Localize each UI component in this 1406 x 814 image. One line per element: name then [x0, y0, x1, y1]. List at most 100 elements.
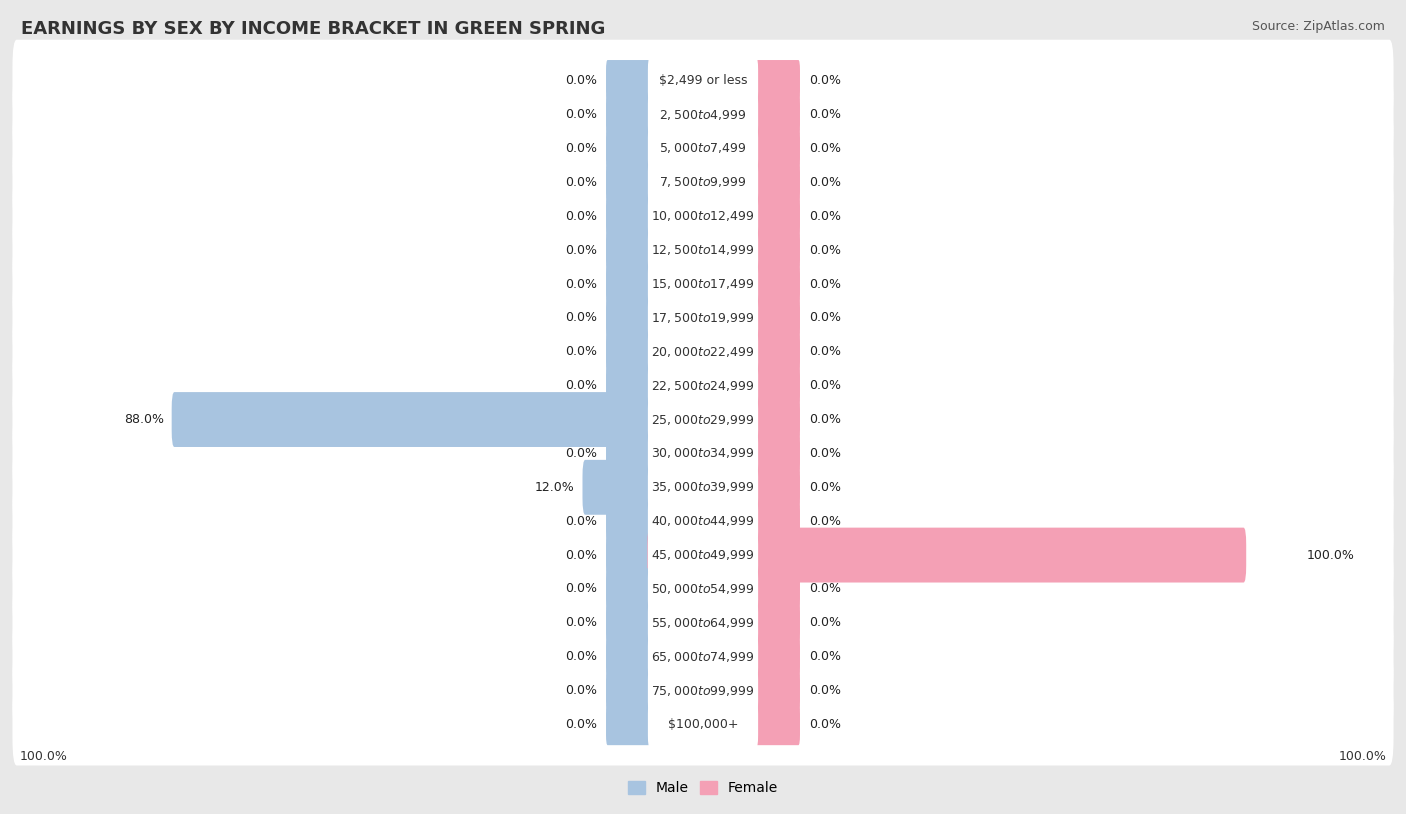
FancyBboxPatch shape	[755, 636, 800, 677]
FancyBboxPatch shape	[606, 704, 651, 745]
FancyBboxPatch shape	[606, 331, 651, 373]
FancyBboxPatch shape	[13, 379, 1393, 461]
FancyBboxPatch shape	[648, 294, 758, 342]
FancyBboxPatch shape	[755, 162, 800, 203]
FancyBboxPatch shape	[606, 195, 651, 237]
Text: 0.0%: 0.0%	[565, 379, 598, 392]
FancyBboxPatch shape	[755, 433, 800, 474]
FancyBboxPatch shape	[606, 670, 651, 711]
FancyBboxPatch shape	[755, 195, 800, 237]
FancyBboxPatch shape	[648, 565, 758, 613]
FancyBboxPatch shape	[755, 331, 800, 373]
FancyBboxPatch shape	[13, 413, 1393, 494]
FancyBboxPatch shape	[648, 158, 758, 207]
Text: 0.0%: 0.0%	[565, 74, 598, 87]
Text: 0.0%: 0.0%	[808, 481, 841, 494]
Text: 88.0%: 88.0%	[124, 413, 163, 426]
Text: 100.0%: 100.0%	[1308, 549, 1355, 562]
Text: $40,000 to $44,999: $40,000 to $44,999	[651, 514, 755, 528]
Text: $20,000 to $22,499: $20,000 to $22,499	[651, 345, 755, 359]
Text: 0.0%: 0.0%	[808, 345, 841, 358]
Text: $17,500 to $19,999: $17,500 to $19,999	[651, 311, 755, 325]
Text: 0.0%: 0.0%	[808, 74, 841, 87]
Text: $15,000 to $17,499: $15,000 to $17,499	[651, 277, 755, 291]
FancyBboxPatch shape	[606, 264, 651, 304]
Text: 0.0%: 0.0%	[565, 312, 598, 325]
FancyBboxPatch shape	[606, 230, 651, 271]
FancyBboxPatch shape	[13, 344, 1393, 427]
FancyBboxPatch shape	[648, 429, 758, 478]
Text: 12.0%: 12.0%	[534, 481, 575, 494]
Text: $35,000 to $39,999: $35,000 to $39,999	[651, 480, 755, 494]
FancyBboxPatch shape	[606, 433, 651, 474]
Text: 0.0%: 0.0%	[565, 243, 598, 256]
FancyBboxPatch shape	[648, 125, 758, 173]
FancyBboxPatch shape	[755, 297, 800, 339]
FancyBboxPatch shape	[755, 264, 800, 304]
FancyBboxPatch shape	[606, 602, 651, 644]
Text: $22,500 to $24,999: $22,500 to $24,999	[651, 379, 755, 392]
Text: 0.0%: 0.0%	[808, 718, 841, 731]
Text: 0.0%: 0.0%	[565, 345, 598, 358]
Text: $7,500 to $9,999: $7,500 to $9,999	[659, 175, 747, 190]
FancyBboxPatch shape	[13, 277, 1393, 359]
Text: 0.0%: 0.0%	[565, 278, 598, 291]
Text: $50,000 to $54,999: $50,000 to $54,999	[651, 582, 755, 596]
FancyBboxPatch shape	[755, 568, 800, 610]
FancyBboxPatch shape	[13, 175, 1393, 257]
FancyBboxPatch shape	[13, 209, 1393, 291]
FancyBboxPatch shape	[13, 514, 1393, 596]
FancyBboxPatch shape	[606, 501, 651, 542]
Text: $5,000 to $7,499: $5,000 to $7,499	[659, 142, 747, 155]
Text: Source: ZipAtlas.com: Source: ZipAtlas.com	[1251, 20, 1385, 33]
FancyBboxPatch shape	[648, 90, 758, 138]
FancyBboxPatch shape	[13, 107, 1393, 190]
Text: 0.0%: 0.0%	[565, 583, 598, 596]
Text: 0.0%: 0.0%	[808, 583, 841, 596]
FancyBboxPatch shape	[648, 260, 758, 308]
FancyBboxPatch shape	[13, 480, 1393, 562]
Text: 0.0%: 0.0%	[808, 650, 841, 663]
FancyBboxPatch shape	[606, 162, 651, 203]
FancyBboxPatch shape	[13, 40, 1393, 122]
FancyBboxPatch shape	[13, 311, 1393, 393]
FancyBboxPatch shape	[648, 396, 758, 444]
FancyBboxPatch shape	[606, 535, 651, 575]
FancyBboxPatch shape	[172, 392, 706, 447]
FancyBboxPatch shape	[606, 365, 651, 406]
Text: 0.0%: 0.0%	[565, 684, 598, 697]
Text: 0.0%: 0.0%	[565, 142, 598, 155]
Text: 0.0%: 0.0%	[565, 108, 598, 121]
Text: 0.0%: 0.0%	[808, 142, 841, 155]
FancyBboxPatch shape	[648, 700, 758, 749]
Text: $100,000+: $100,000+	[668, 718, 738, 731]
Text: 0.0%: 0.0%	[808, 312, 841, 325]
FancyBboxPatch shape	[755, 94, 800, 135]
Text: $2,500 to $4,999: $2,500 to $4,999	[659, 107, 747, 121]
FancyBboxPatch shape	[648, 192, 758, 240]
Text: $75,000 to $99,999: $75,000 to $99,999	[651, 684, 755, 698]
FancyBboxPatch shape	[582, 460, 706, 514]
Text: 0.0%: 0.0%	[808, 616, 841, 629]
FancyBboxPatch shape	[648, 497, 758, 545]
FancyBboxPatch shape	[648, 226, 758, 274]
FancyBboxPatch shape	[648, 328, 758, 376]
FancyBboxPatch shape	[13, 650, 1393, 732]
Text: EARNINGS BY SEX BY INCOME BRACKET IN GREEN SPRING: EARNINGS BY SEX BY INCOME BRACKET IN GRE…	[21, 20, 606, 38]
Text: $55,000 to $64,999: $55,000 to $64,999	[651, 616, 755, 630]
Text: $30,000 to $34,999: $30,000 to $34,999	[651, 446, 755, 461]
FancyBboxPatch shape	[13, 73, 1393, 155]
FancyBboxPatch shape	[648, 632, 758, 681]
FancyBboxPatch shape	[755, 399, 800, 440]
FancyBboxPatch shape	[648, 599, 758, 647]
Text: 0.0%: 0.0%	[808, 413, 841, 426]
FancyBboxPatch shape	[648, 531, 758, 579]
Text: $65,000 to $74,999: $65,000 to $74,999	[651, 650, 755, 663]
Legend: Male, Female: Male, Female	[623, 776, 783, 801]
Text: $25,000 to $29,999: $25,000 to $29,999	[651, 413, 755, 427]
FancyBboxPatch shape	[606, 568, 651, 610]
Text: 0.0%: 0.0%	[565, 549, 598, 562]
FancyBboxPatch shape	[648, 361, 758, 409]
FancyBboxPatch shape	[606, 297, 651, 339]
FancyBboxPatch shape	[606, 94, 651, 135]
